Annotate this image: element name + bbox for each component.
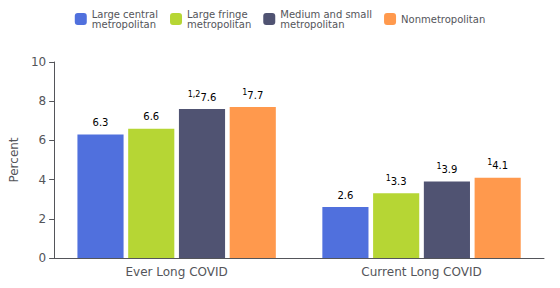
svg-text:metropolitan: metropolitan <box>187 19 251 30</box>
svg-text:Medium and small: Medium and small <box>280 8 373 20</box>
svg-text:Large central: Large central <box>91 8 158 20</box>
svg-text:4.1: 4.1 <box>492 160 508 171</box>
svg-text:Nonmetropolitan: Nonmetropolitan <box>401 14 485 25</box>
svg-text:metropolitan: metropolitan <box>92 19 156 30</box>
svg-text:1: 1 <box>436 162 442 172</box>
svg-text:2.6: 2.6 <box>337 190 353 201</box>
svg-text:2: 2 <box>39 212 47 226</box>
svg-text:1: 1 <box>242 87 248 97</box>
svg-text:3.9: 3.9 <box>442 164 458 175</box>
svg-text:7.7: 7.7 <box>247 90 263 101</box>
svg-text:1: 1 <box>487 158 493 168</box>
svg-text:10: 10 <box>31 55 46 69</box>
svg-text:8: 8 <box>39 94 47 108</box>
svg-text:Current Long COVID: Current Long COVID <box>361 265 481 279</box>
svg-text:metropolitan: metropolitan <box>280 19 344 30</box>
svg-text:3.3: 3.3 <box>391 176 407 187</box>
svg-text:0: 0 <box>39 251 47 265</box>
svg-text:6: 6 <box>39 133 47 147</box>
svg-text:1: 1 <box>385 173 391 183</box>
svg-text:7.6: 7.6 <box>200 92 216 103</box>
svg-text:4: 4 <box>39 173 47 187</box>
svg-text:Percent: Percent <box>7 137 21 182</box>
svg-text:1,2: 1,2 <box>188 90 201 99</box>
svg-text:6.6: 6.6 <box>143 111 159 122</box>
svg-text:Ever Long COVID: Ever Long COVID <box>125 265 227 279</box>
svg-text:Large fringe: Large fringe <box>187 8 248 20</box>
svg-text:6.3: 6.3 <box>93 117 109 128</box>
